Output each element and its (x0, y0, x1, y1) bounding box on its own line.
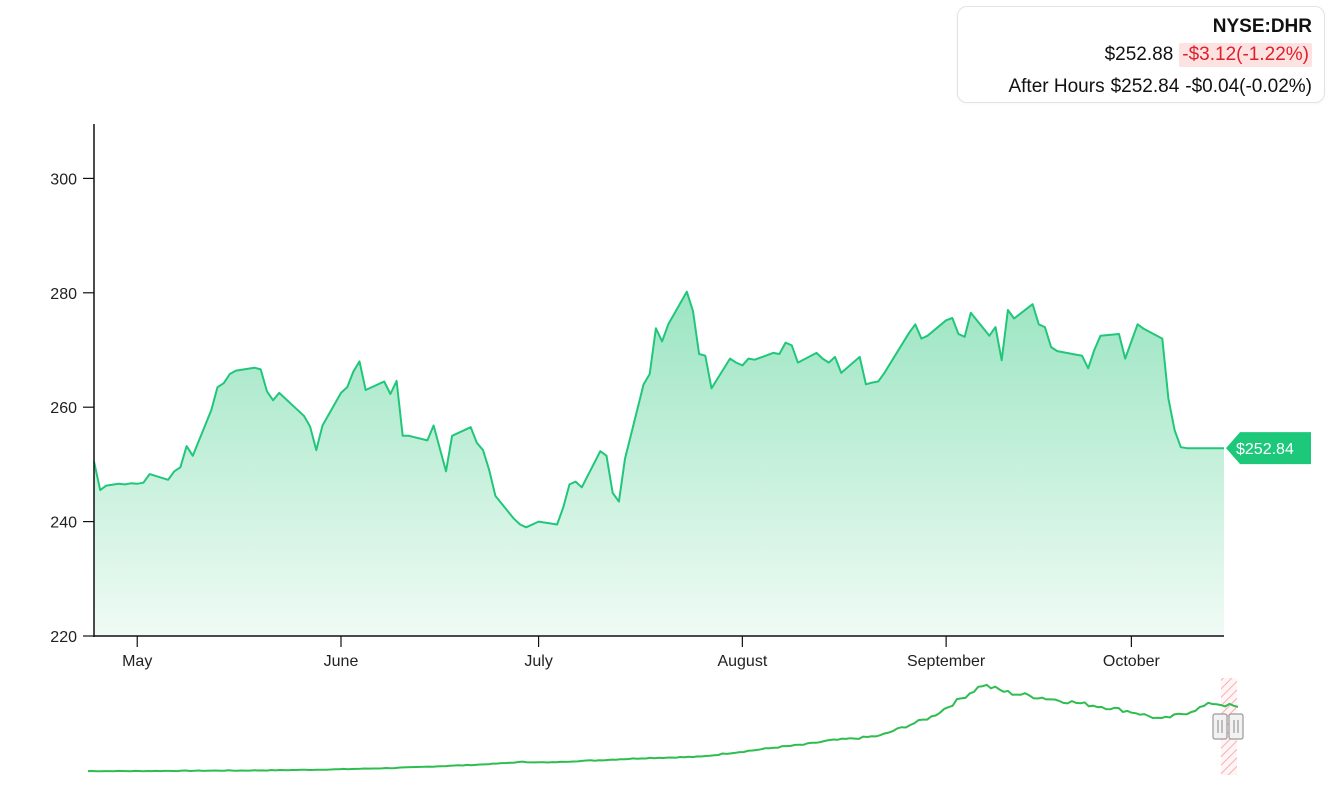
x-tick-label: June (324, 653, 359, 670)
last-price-badge: $252.84 (1226, 432, 1311, 465)
after-hours-label: After Hours (1008, 76, 1105, 97)
y-tick-label: 280 (50, 286, 77, 303)
last-price: $252.88 (1104, 44, 1174, 65)
navigator[interactable] (87, 678, 1244, 775)
price-area (94, 291, 1224, 636)
navigator-line (87, 683, 1239, 773)
x-tick-label: May (122, 653, 152, 670)
last-price-badge-label: $252.84 (1236, 441, 1294, 458)
navigator-right-handle[interactable] (1228, 713, 1244, 740)
ticker-symbol: NYSE:DHR (1212, 16, 1312, 37)
after-hours-row: After Hours $252.84 -$0.04(-0.02%) (1008, 76, 1312, 98)
x-tick-label: July (524, 653, 552, 670)
y-tick-label: 220 (50, 629, 77, 646)
navigator-left-handle[interactable] (1212, 713, 1228, 740)
x-tick-label: August (717, 653, 767, 670)
price-line (93, 290, 1224, 529)
x-tick-label: September (907, 653, 986, 670)
after-hours-price: $252.84 (1110, 76, 1180, 97)
quote-panel: NYSE:DHR $252.88 -$3.12(-1.22%) After Ho… (957, 6, 1325, 103)
last-price-badge-shape (1226, 432, 1311, 465)
price-row: $252.88 -$3.12(-1.22%) (1105, 43, 1312, 67)
y-tick-label: 300 (50, 171, 77, 188)
y-tick-label: 260 (50, 400, 77, 417)
y-tick-label: 240 (50, 515, 77, 532)
price-change-badge: -$3.12(-1.22%) (1179, 43, 1312, 67)
after-hours-change: -$0.04(-0.02%) (1185, 76, 1312, 97)
axes: 220 240 260 280 300 May June July August Septembe… (50, 124, 1224, 670)
x-tick-label: October (1103, 653, 1161, 670)
plot-area[interactable] (93, 290, 1224, 636)
